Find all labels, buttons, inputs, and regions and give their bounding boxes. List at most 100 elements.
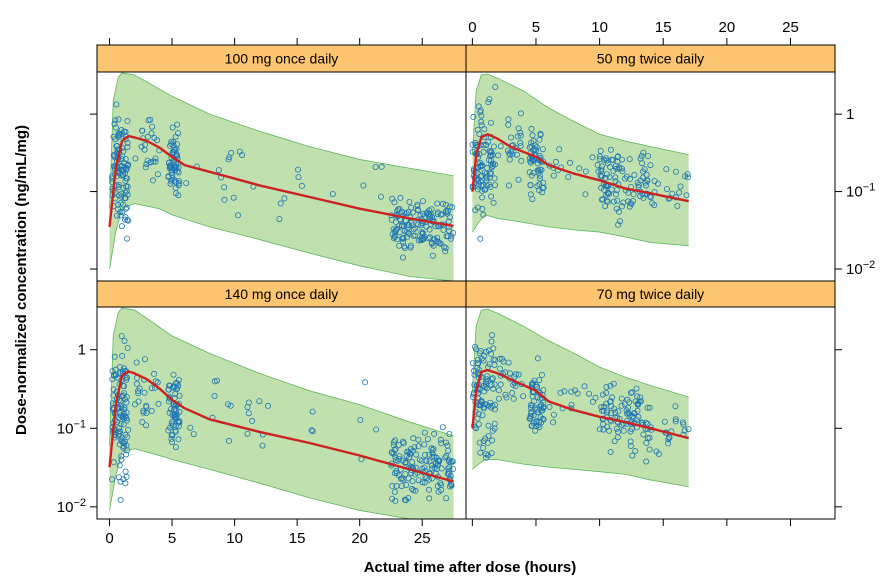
observed-point	[625, 198, 632, 205]
observed-point	[360, 182, 367, 189]
observed-point	[672, 418, 679, 425]
observed-point	[259, 442, 266, 449]
observed-point	[399, 235, 406, 242]
observed-point	[488, 350, 495, 357]
observed-point	[167, 406, 174, 413]
observed-point	[407, 244, 414, 251]
observed-point	[649, 200, 656, 207]
observed-point	[115, 134, 122, 141]
observed-point	[646, 434, 653, 441]
observed-point	[488, 169, 495, 176]
observed-point	[406, 454, 413, 461]
observed-point	[619, 203, 626, 210]
observed-point	[627, 438, 634, 445]
observed-point	[515, 176, 522, 183]
observed-point	[528, 408, 535, 415]
observed-point	[527, 413, 534, 420]
median-line	[108, 370, 454, 483]
observed-point	[116, 430, 123, 437]
observed-point	[172, 133, 179, 140]
observed-point	[403, 452, 410, 459]
observed-point	[444, 233, 451, 240]
observed-point	[484, 373, 491, 380]
median-line	[471, 132, 689, 203]
observed-point	[211, 378, 218, 385]
observed-point	[118, 453, 125, 460]
observed-point	[644, 404, 651, 411]
observed-point	[526, 415, 533, 422]
observed-point	[120, 184, 127, 191]
observed-point	[442, 248, 449, 255]
observed-point	[474, 126, 481, 133]
observed-point	[532, 405, 539, 412]
observed-point	[190, 431, 197, 438]
observed-point	[610, 167, 617, 174]
observed-point	[539, 415, 546, 422]
observed-point	[392, 445, 399, 452]
observed-point	[116, 181, 123, 188]
observed-point	[487, 157, 494, 164]
observed-point	[426, 451, 433, 458]
observed-point	[429, 214, 436, 221]
observed-point	[187, 424, 194, 431]
observed-point	[640, 149, 647, 156]
observed-point	[118, 223, 125, 230]
observed-point	[495, 395, 502, 402]
observed-point	[168, 431, 175, 438]
observed-point	[604, 190, 611, 197]
observed-point	[672, 416, 679, 423]
observed-point	[120, 159, 127, 166]
observed-point	[626, 156, 633, 163]
observed-point	[655, 180, 662, 187]
observed-point	[513, 151, 520, 158]
observed-point	[117, 409, 124, 416]
observed-point	[550, 411, 557, 418]
observed-point	[415, 436, 422, 443]
observed-point	[169, 432, 176, 439]
y-tick-label: 1	[846, 106, 854, 123]
observed-point	[110, 392, 117, 399]
observed-point	[685, 426, 692, 433]
observed-point	[154, 171, 161, 178]
observed-point	[684, 171, 691, 178]
observed-point	[480, 141, 487, 148]
observed-point	[419, 229, 426, 236]
observed-point	[118, 412, 125, 419]
observed-point	[403, 229, 410, 236]
observed-point	[640, 431, 647, 438]
observed-point	[603, 389, 610, 396]
observed-point	[502, 391, 509, 398]
observed-point	[484, 164, 491, 171]
observed-point	[582, 191, 589, 198]
observed-point	[221, 196, 228, 203]
prediction-band	[109, 72, 454, 281]
observed-point	[430, 445, 437, 452]
observed-point	[424, 209, 431, 216]
observed-point	[391, 232, 398, 239]
band-upper-edge	[109, 307, 454, 446]
observed-point	[485, 99, 492, 106]
observed-point	[172, 411, 179, 418]
observed-point	[476, 130, 483, 137]
observed-point	[419, 479, 426, 486]
observed-point	[362, 379, 369, 386]
observed-point	[532, 427, 539, 434]
observed-point	[489, 331, 496, 338]
observed-point	[510, 381, 517, 388]
observed-point	[479, 194, 486, 201]
observed-point	[439, 200, 446, 207]
observed-point	[639, 160, 646, 167]
observed-point	[488, 376, 495, 383]
x-tick-label: 0	[468, 19, 476, 36]
observed-point	[429, 252, 436, 259]
observed-point	[141, 356, 148, 363]
observed-point	[616, 164, 623, 171]
observed-point	[123, 442, 130, 449]
observed-point	[618, 165, 625, 172]
observed-point	[412, 225, 419, 232]
observed-point	[398, 222, 405, 229]
observed-point	[602, 174, 609, 181]
observed-point	[475, 103, 482, 110]
observed-point	[124, 139, 131, 146]
observed-point	[122, 431, 129, 438]
